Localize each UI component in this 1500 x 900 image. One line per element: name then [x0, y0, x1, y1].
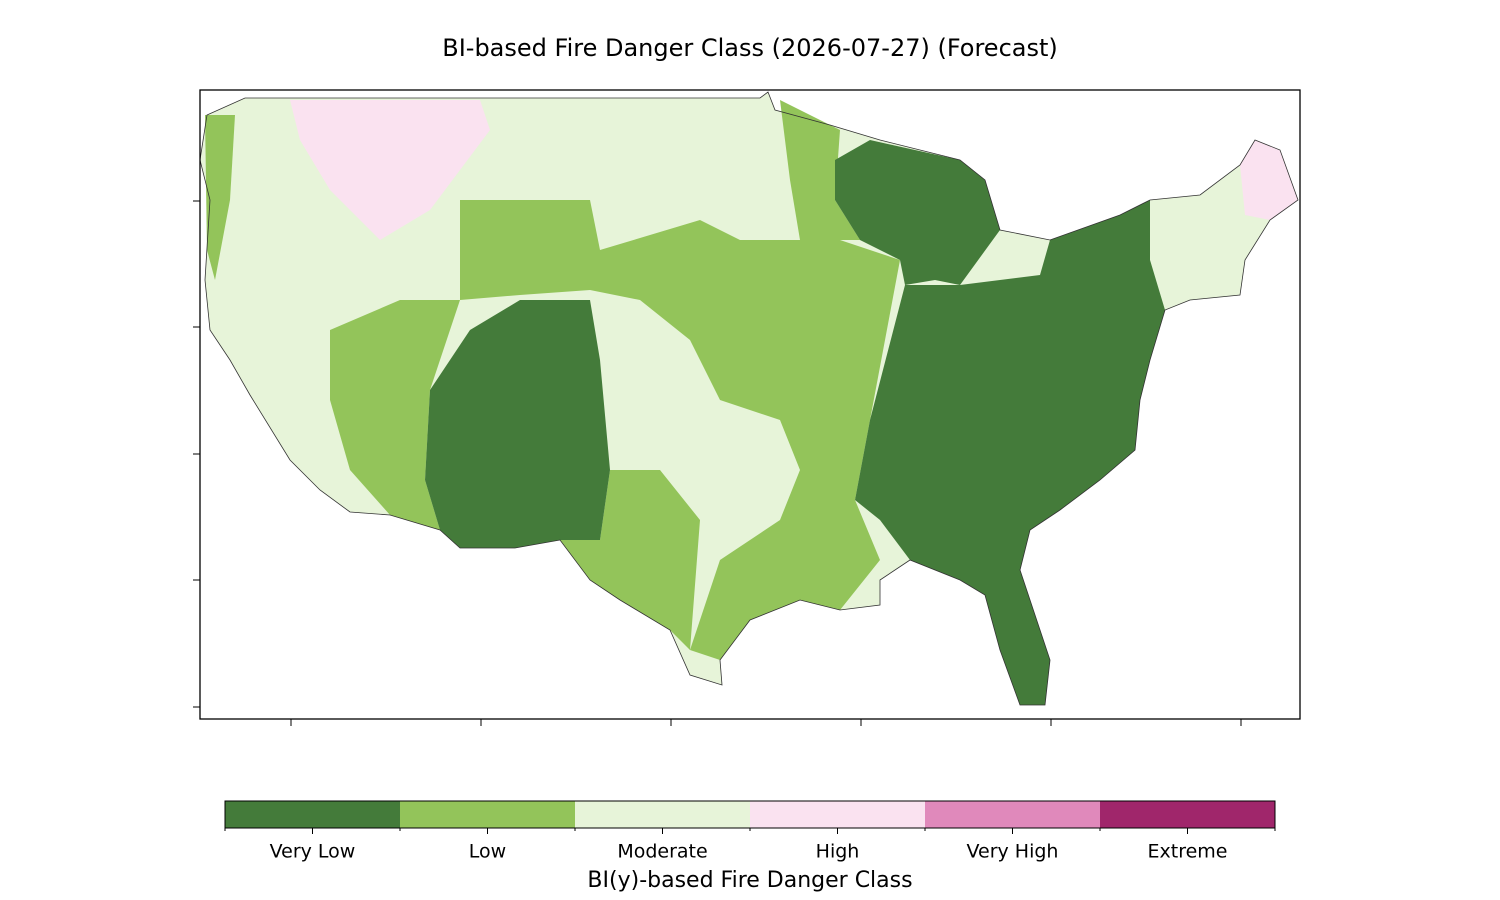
map-title: BI-based Fire Danger Class (2026-07-27) … [442, 34, 1058, 62]
colorbar-swatch [400, 801, 575, 828]
colorbar-swatch [225, 801, 400, 828]
region-high [290, 100, 490, 240]
legend-entry: Very High [967, 841, 1059, 863]
legend-entry: Very Low [270, 841, 356, 863]
region-very-low [855, 200, 1165, 705]
legend-entry: Extreme [1148, 841, 1228, 863]
map [193, 89, 1301, 726]
colorbar-frame [224, 800, 1276, 829]
colorbar: Very Low Low Moderate High Very High Extreme [224, 800, 1276, 863]
colorbar-swatch [750, 801, 925, 828]
map-ticks [193, 200, 1242, 726]
region-very-low [425, 300, 610, 548]
region-low [560, 470, 700, 650]
legend-entry: High [816, 841, 860, 863]
legend-entry: Low [469, 841, 506, 863]
region-low [460, 200, 900, 660]
region-low [780, 100, 860, 240]
colorbar-swatch [575, 801, 750, 828]
colorbar-swatch [1100, 801, 1275, 828]
legend-entry: Moderate [617, 841, 707, 863]
region-very-low [835, 140, 1000, 285]
map-frame [199, 89, 1301, 720]
colorbar-swatch [925, 801, 1100, 828]
colorbar-label: BI(y)-based Fire Danger Class [587, 868, 912, 893]
region-high [1240, 140, 1298, 220]
region-low [205, 115, 235, 280]
region-low [330, 300, 460, 530]
coastline [199, 91, 1299, 706]
